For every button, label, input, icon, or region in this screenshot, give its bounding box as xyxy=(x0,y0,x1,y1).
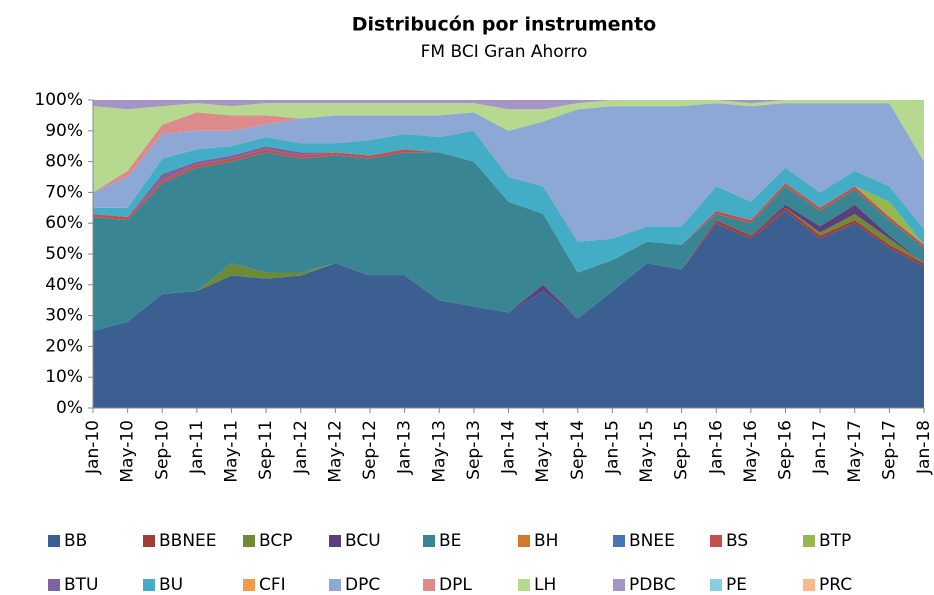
x-tick-label: Jan-15 xyxy=(602,420,622,475)
legend-swatch xyxy=(710,579,722,591)
y-tick-label: 50% xyxy=(45,244,83,264)
legend-swatch xyxy=(143,579,155,591)
x-tick-label: May-10 xyxy=(118,420,138,483)
chart-title: Distribucón por instrumento xyxy=(352,14,656,36)
x-tick-label: Sep-10 xyxy=(152,420,172,480)
area xyxy=(93,204,924,331)
x-tick-label: Jan-10 xyxy=(83,420,103,475)
legend-swatch xyxy=(143,535,155,547)
x-tick-label: Jan-18 xyxy=(914,420,934,475)
legend-label: BCU xyxy=(345,531,381,551)
legend-swatch xyxy=(423,579,435,591)
legend-swatch xyxy=(613,579,625,591)
legend-label: BNEE xyxy=(629,531,675,551)
x-tick-label: Sep-15 xyxy=(672,420,692,480)
x-tick-label: May-12 xyxy=(325,420,345,483)
legend-label: BS xyxy=(726,531,748,551)
legend-label: BU xyxy=(159,575,183,591)
y-tick-label: 20% xyxy=(45,336,83,356)
x-tick-label: Jan-14 xyxy=(499,420,519,475)
legend-label: BCP xyxy=(259,531,293,551)
legend-label: PE xyxy=(726,575,747,591)
y-tick-label: 40% xyxy=(45,275,83,295)
legend-label: PRC xyxy=(819,575,852,591)
legend-label: BTP xyxy=(819,531,851,551)
legend-swatch xyxy=(613,535,625,547)
x-tick-label: Sep-16 xyxy=(776,420,796,480)
legend-swatch xyxy=(329,579,341,591)
y-tick-label: 80% xyxy=(45,152,83,172)
legend-swatch xyxy=(518,535,530,547)
legend-label: BBNEE xyxy=(159,531,217,551)
x-tick-label: Jan-17 xyxy=(810,420,830,475)
x-tick-label: Sep-12 xyxy=(360,420,380,480)
legend-swatch xyxy=(710,535,722,547)
x-tick-label: Sep-17 xyxy=(879,420,899,480)
area xyxy=(93,130,924,273)
legend-swatch xyxy=(243,579,255,591)
x-tick-label: Jan-11 xyxy=(187,420,207,475)
legend-label: BE xyxy=(439,531,461,551)
x-tick-label: May-13 xyxy=(429,420,449,483)
legend-label: DPL xyxy=(439,575,472,591)
legend-swatch xyxy=(243,535,255,547)
area xyxy=(93,103,924,242)
legend-label: BTU xyxy=(64,575,99,591)
area xyxy=(93,100,924,110)
legend-swatch xyxy=(48,535,60,547)
x-tick-label: Jan-13 xyxy=(395,420,415,475)
chart-subtitle: FM BCI Gran Ahorro xyxy=(421,42,588,62)
x-tick-label: Jan-12 xyxy=(291,420,311,475)
y-tick-label: 0% xyxy=(56,398,83,418)
legend-label: CFI xyxy=(259,575,286,591)
x-tick-label: Sep-14 xyxy=(568,420,588,480)
x-tick-label: May-17 xyxy=(845,420,865,483)
area xyxy=(93,100,924,193)
area xyxy=(93,152,924,331)
legend-swatch xyxy=(803,579,815,591)
legend-label: LH xyxy=(534,575,556,591)
y-tick-label: 100% xyxy=(34,90,83,110)
y-tick-label: 90% xyxy=(45,121,83,141)
legend-swatch xyxy=(329,535,341,547)
x-tick-label: Jan-16 xyxy=(706,420,726,475)
legend-label: BH xyxy=(534,531,558,551)
legend-swatch xyxy=(518,579,530,591)
area xyxy=(93,210,924,408)
y-tick-label: 60% xyxy=(45,213,83,233)
x-tick-label: May-15 xyxy=(637,420,657,483)
y-tick-label: 10% xyxy=(45,367,83,387)
x-tick-label: May-11 xyxy=(222,420,242,483)
legend-swatch xyxy=(423,535,435,547)
x-tick-label: May-16 xyxy=(741,420,761,483)
x-tick-label: Sep-11 xyxy=(256,420,276,480)
y-tick-label: 70% xyxy=(45,182,83,202)
legend-swatch xyxy=(48,579,60,591)
legend-swatch xyxy=(803,535,815,547)
y-tick-label: 30% xyxy=(45,306,83,326)
legend-label: BB xyxy=(64,531,87,551)
x-tick-label: May-14 xyxy=(533,420,553,483)
x-tick-label: Sep-13 xyxy=(464,420,484,480)
legend-label: DPC xyxy=(345,575,380,591)
legend-label: PDBC xyxy=(629,575,676,591)
